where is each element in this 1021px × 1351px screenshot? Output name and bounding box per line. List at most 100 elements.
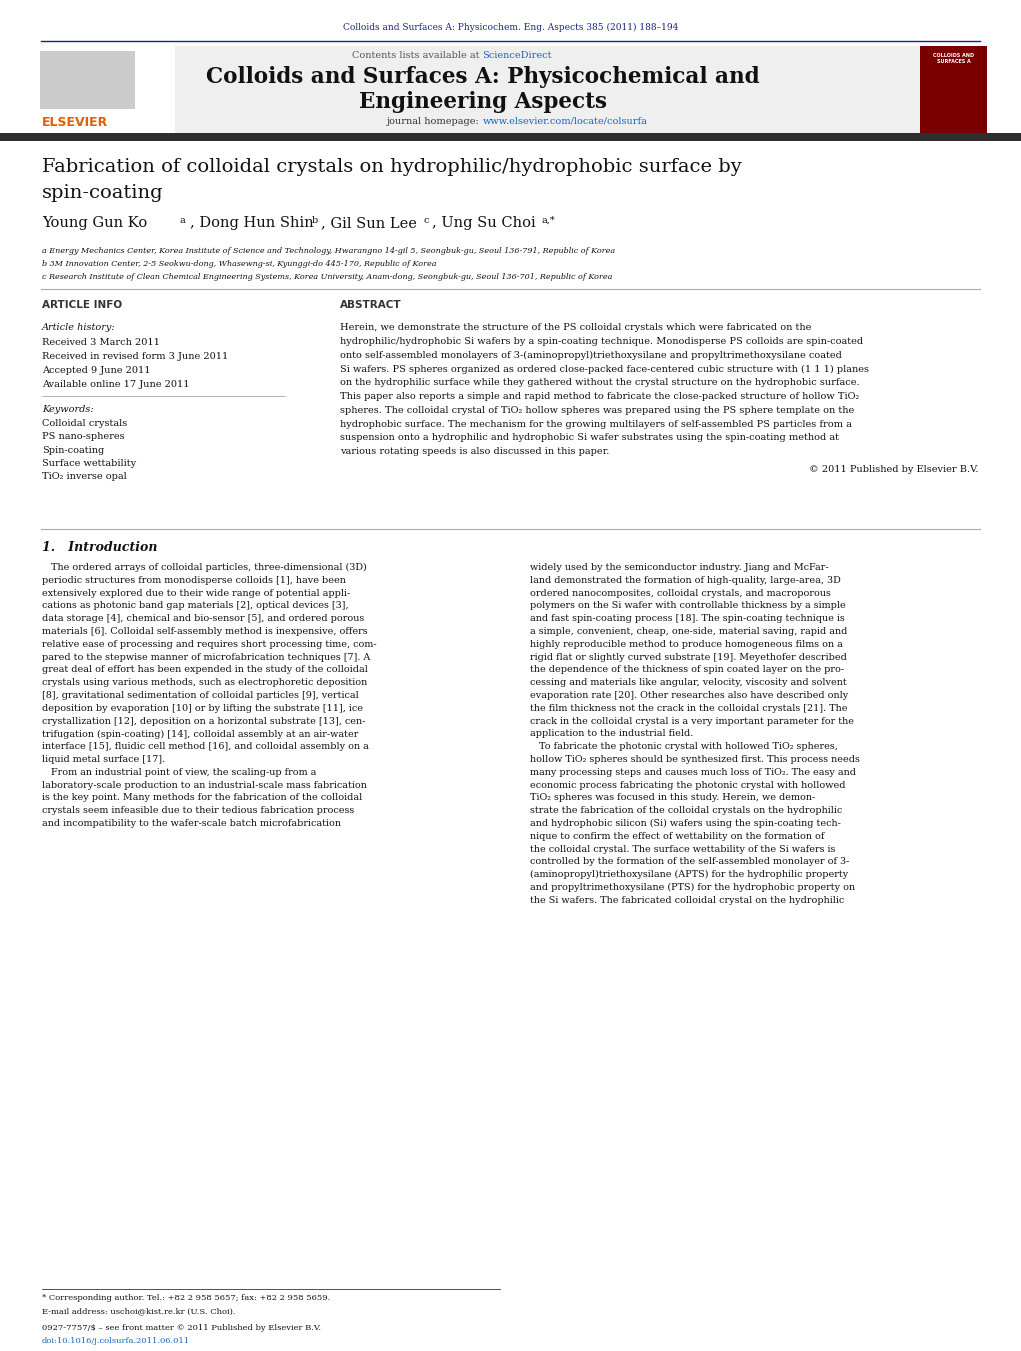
Text: * Corresponding author. Tel.: +82 2 958 5657; fax: +82 2 958 5659.: * Corresponding author. Tel.: +82 2 958 … xyxy=(42,1294,330,1302)
Text: a,*: a,* xyxy=(541,216,554,226)
Text: highly reproducible method to produce homogeneous films on a: highly reproducible method to produce ho… xyxy=(530,640,843,648)
Text: and fast spin-coating process [18]. The spin-coating technique is: and fast spin-coating process [18]. The … xyxy=(530,615,844,623)
Text: laboratory-scale production to an industrial-scale mass fabrication: laboratory-scale production to an indust… xyxy=(42,781,367,789)
Text: ABSTRACT: ABSTRACT xyxy=(340,300,401,309)
Text: and hydrophobic silicon (Si) wafers using the spin-coating tech-: and hydrophobic silicon (Si) wafers usin… xyxy=(530,819,841,828)
Text: the dependence of the thickness of spin coated layer on the pro-: the dependence of the thickness of spin … xyxy=(530,666,844,674)
Text: PS nano-spheres: PS nano-spheres xyxy=(42,432,125,442)
Text: interface [15], fluidic cell method [16], and colloidal assembly on a: interface [15], fluidic cell method [16]… xyxy=(42,742,369,751)
Text: , Dong Hun Shin: , Dong Hun Shin xyxy=(190,216,313,230)
Text: pared to the stepwise manner of microfabrication techniques [7]. A: pared to the stepwise manner of microfab… xyxy=(42,653,371,662)
Text: b 3M Innovation Center, 2-5 Seokwu-dong, Whasewng-si, Kyunggi-do 445-170, Republ: b 3M Innovation Center, 2-5 Seokwu-dong,… xyxy=(42,259,437,267)
Text: ELSEVIER: ELSEVIER xyxy=(42,116,108,128)
Text: Engineering Aspects: Engineering Aspects xyxy=(358,91,606,113)
Text: ARTICLE INFO: ARTICLE INFO xyxy=(42,300,123,309)
Text: crystals seem infeasible due to their tedious fabrication process: crystals seem infeasible due to their te… xyxy=(42,807,354,815)
Text: (aminopropyl)triethoxysilane (APTS) for the hydrophilic property: (aminopropyl)triethoxysilane (APTS) for … xyxy=(530,870,848,880)
FancyBboxPatch shape xyxy=(40,51,135,109)
Text: E-mail address: uschoi@kist.re.kr (U.S. Choi).: E-mail address: uschoi@kist.re.kr (U.S. … xyxy=(42,1306,236,1315)
Text: crystals using various methods, such as electrophoretic deposition: crystals using various methods, such as … xyxy=(42,678,368,688)
Text: is the key point. Many methods for the fabrication of the colloidal: is the key point. Many methods for the f… xyxy=(42,793,362,802)
Text: The ordered arrays of colloidal particles, three-dimensional (3D): The ordered arrays of colloidal particle… xyxy=(42,563,367,571)
Text: materials [6]. Colloidal self-assembly method is inexpensive, offers: materials [6]. Colloidal self-assembly m… xyxy=(42,627,368,636)
Text: COLLOIDS AND
SURFACES A: COLLOIDS AND SURFACES A xyxy=(933,53,974,63)
Text: the colloidal crystal. The surface wettability of the Si wafers is: the colloidal crystal. The surface wetta… xyxy=(530,844,835,854)
Text: Surface wettability: Surface wettability xyxy=(42,459,136,467)
Text: relative ease of processing and requires short processing time, com-: relative ease of processing and requires… xyxy=(42,640,377,648)
Text: and incompatibility to the wafer-scale batch microfabrication: and incompatibility to the wafer-scale b… xyxy=(42,819,341,828)
Text: b: b xyxy=(312,216,319,226)
Text: controlled by the formation of the self-assembled monolayer of 3-: controlled by the formation of the self-… xyxy=(530,858,849,866)
Text: strate the fabrication of the colloidal crystals on the hydrophilic: strate the fabrication of the colloidal … xyxy=(530,807,842,815)
Text: www.elsevier.com/locate/colsurfa: www.elsevier.com/locate/colsurfa xyxy=(483,118,647,126)
Text: Si wafers. PS spheres organized as ordered close-packed face-centered cubic stru: Si wafers. PS spheres organized as order… xyxy=(340,365,869,373)
Text: spheres. The colloidal crystal of TiO₂ hollow spheres was prepared using the PS : spheres. The colloidal crystal of TiO₂ h… xyxy=(340,405,855,415)
Text: Young Gun Ko: Young Gun Ko xyxy=(42,216,147,230)
Text: on the hydrophilic surface while they gathered without the crystal structure on : on the hydrophilic surface while they ga… xyxy=(340,378,860,388)
Text: many processing steps and causes much loss of TiO₂. The easy and: many processing steps and causes much lo… xyxy=(530,767,856,777)
Text: polymers on the Si wafer with controllable thickness by a simple: polymers on the Si wafer with controllab… xyxy=(530,601,845,611)
FancyBboxPatch shape xyxy=(920,46,987,132)
Text: journal homepage:: journal homepage: xyxy=(387,118,483,126)
Text: crystallization [12], deposition on a horizontal substrate [13], cen-: crystallization [12], deposition on a ho… xyxy=(42,716,366,725)
Text: , Gil Sun Lee: , Gil Sun Lee xyxy=(321,216,417,230)
Text: From an industrial point of view, the scaling-up from a: From an industrial point of view, the sc… xyxy=(42,767,317,777)
FancyBboxPatch shape xyxy=(35,46,923,132)
Text: various rotating speeds is also discussed in this paper.: various rotating speeds is also discusse… xyxy=(340,447,610,457)
Text: [8], gravitational sedimentation of colloidal particles [9], vertical: [8], gravitational sedimentation of coll… xyxy=(42,690,358,700)
Text: c: c xyxy=(423,216,429,226)
Text: crack in the colloidal crystal is a very important parameter for the: crack in the colloidal crystal is a very… xyxy=(530,716,854,725)
Text: hydrophilic/hydrophobic Si wafers by a spin-coating technique. Monodisperse PS c: hydrophilic/hydrophobic Si wafers by a s… xyxy=(340,336,863,346)
Text: Received 3 March 2011: Received 3 March 2011 xyxy=(42,338,160,347)
Text: liquid metal surface [17].: liquid metal surface [17]. xyxy=(42,755,165,765)
Text: widely used by the semiconductor industry. Jiang and McFar-: widely used by the semiconductor industr… xyxy=(530,563,829,571)
Text: nique to confirm the effect of wettability on the formation of: nique to confirm the effect of wettabili… xyxy=(530,832,824,840)
Text: hydrophobic surface. The mechanism for the growing multilayers of self-assembled: hydrophobic surface. The mechanism for t… xyxy=(340,420,852,428)
Text: a: a xyxy=(179,216,185,226)
Text: Spin-coating: Spin-coating xyxy=(42,446,104,454)
Text: economic process fabricating the photonic crystal with hollowed: economic process fabricating the photoni… xyxy=(530,781,845,789)
Text: extensively explored due to their wide range of potential appli-: extensively explored due to their wide r… xyxy=(42,589,350,597)
Text: periodic structures from monodisperse colloids [1], have been: periodic structures from monodisperse co… xyxy=(42,576,346,585)
Text: suspension onto a hydrophilic and hydrophobic Si wafer substrates using the spin: suspension onto a hydrophilic and hydrop… xyxy=(340,434,839,442)
Text: cations as photonic band gap materials [2], optical devices [3],: cations as photonic band gap materials [… xyxy=(42,601,348,611)
Text: application to the industrial field.: application to the industrial field. xyxy=(530,730,693,739)
Text: TiO₂ inverse opal: TiO₂ inverse opal xyxy=(42,473,127,481)
Text: Fabrication of colloidal crystals on hydrophilic/hydrophobic surface by: Fabrication of colloidal crystals on hyd… xyxy=(42,158,741,176)
Text: great deal of effort has been expended in the study of the colloidal: great deal of effort has been expended i… xyxy=(42,666,368,674)
Text: rigid flat or slightly curved substrate [19]. Meyethofer described: rigid flat or slightly curved substrate … xyxy=(530,653,846,662)
Text: ScienceDirect: ScienceDirect xyxy=(483,51,552,59)
Text: , Ung Su Choi: , Ung Su Choi xyxy=(432,216,536,230)
Text: a simple, convenient, cheap, one-side, material saving, rapid and: a simple, convenient, cheap, one-side, m… xyxy=(530,627,847,636)
Text: To fabricate the photonic crystal with hollowed TiO₂ spheres,: To fabricate the photonic crystal with h… xyxy=(530,742,838,751)
Text: data storage [4], chemical and bio-sensor [5], and ordered porous: data storage [4], chemical and bio-senso… xyxy=(42,615,364,623)
Text: the film thickness not the crack in the colloidal crystals [21]. The: the film thickness not the crack in the … xyxy=(530,704,847,713)
Text: land demonstrated the formation of high-quality, large-area, 3D: land demonstrated the formation of high-… xyxy=(530,576,840,585)
Text: the Si wafers. The fabricated colloidal crystal on the hydrophilic: the Si wafers. The fabricated colloidal … xyxy=(530,896,844,905)
FancyBboxPatch shape xyxy=(0,132,1021,141)
Text: Colloids and Surfaces A: Physicochemical and: Colloids and Surfaces A: Physicochemical… xyxy=(205,66,760,88)
Text: and propyltrimethoxysilane (PTS) for the hydrophobic property on: and propyltrimethoxysilane (PTS) for the… xyxy=(530,884,856,892)
Text: 1.   Introduction: 1. Introduction xyxy=(42,540,157,554)
Text: TiO₂ spheres was focused in this study. Herein, we demon-: TiO₂ spheres was focused in this study. … xyxy=(530,793,815,802)
Text: cessing and materials like angular, velocity, viscosity and solvent: cessing and materials like angular, velo… xyxy=(530,678,846,688)
Text: Colloids and Surfaces A: Physicochem. Eng. Aspects 385 (2011) 188–194: Colloids and Surfaces A: Physicochem. En… xyxy=(343,23,678,32)
Text: Contents lists available at: Contents lists available at xyxy=(352,51,483,59)
Text: Received in revised form 3 June 2011: Received in revised form 3 June 2011 xyxy=(42,353,229,361)
Text: © 2011 Published by Elsevier B.V.: © 2011 Published by Elsevier B.V. xyxy=(809,465,978,474)
Text: c Research Institute of Clean Chemical Engineering Systems, Korea University, An: c Research Institute of Clean Chemical E… xyxy=(42,273,613,281)
Text: Herein, we demonstrate the structure of the PS colloidal crystals which were fab: Herein, we demonstrate the structure of … xyxy=(340,323,812,332)
Text: onto self-assembled monolayers of 3-(aminopropyl)triethoxysilane and propyltrime: onto self-assembled monolayers of 3-(ami… xyxy=(340,351,842,359)
Text: trifugation (spin-coating) [14], colloidal assembly at an air-water: trifugation (spin-coating) [14], colloid… xyxy=(42,730,358,739)
Text: doi:10.1016/j.colsurfa.2011.06.011: doi:10.1016/j.colsurfa.2011.06.011 xyxy=(42,1337,190,1346)
Text: spin-coating: spin-coating xyxy=(42,184,163,203)
FancyBboxPatch shape xyxy=(35,46,175,132)
Text: a Energy Mechanics Center, Korea Institute of Science and Technology, Hwarangno : a Energy Mechanics Center, Korea Institu… xyxy=(42,247,615,255)
Text: Colloidal crystals: Colloidal crystals xyxy=(42,419,128,428)
Text: Keywords:: Keywords: xyxy=(42,405,94,413)
Text: 0927-7757/$ – see front matter © 2011 Published by Elsevier B.V.: 0927-7757/$ – see front matter © 2011 Pu… xyxy=(42,1324,321,1332)
Text: ordered nanocomposites, colloidal crystals, and macroporous: ordered nanocomposites, colloidal crysta… xyxy=(530,589,831,597)
Text: hollow TiO₂ spheres should be synthesized first. This process needs: hollow TiO₂ spheres should be synthesize… xyxy=(530,755,860,765)
Text: Accepted 9 June 2011: Accepted 9 June 2011 xyxy=(42,366,150,376)
Text: This paper also reports a simple and rapid method to fabricate the close-packed : This paper also reports a simple and rap… xyxy=(340,392,860,401)
